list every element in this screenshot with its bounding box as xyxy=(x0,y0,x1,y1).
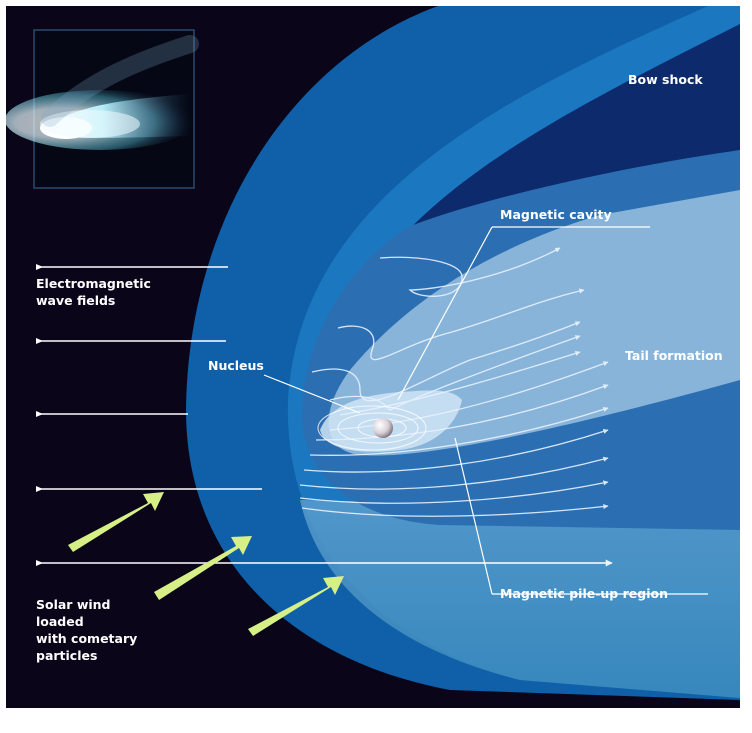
magnetic-cavity xyxy=(320,390,462,452)
label-em-wave-fields-line2: wave fields xyxy=(36,293,115,308)
label-solar-wind-line4: particles xyxy=(36,648,97,663)
label-em-wave-fields-line1: Electromagnetic xyxy=(36,276,151,291)
field-line-start-ticks xyxy=(36,264,43,566)
label-nucleus: Nucleus xyxy=(208,358,264,373)
tail-region xyxy=(328,190,740,456)
label-tail-formation: Tail formation xyxy=(625,348,723,363)
solar-wind-arrows xyxy=(68,492,344,636)
label-leaders xyxy=(263,226,708,595)
draped-field-lines xyxy=(299,247,609,517)
solar-wind-field-lines xyxy=(36,266,613,567)
label-bow-shock: Bow shock xyxy=(628,72,703,87)
lower-glow-region xyxy=(300,500,740,698)
label-solar-wind-line2: loaded xyxy=(36,614,84,629)
label-magnetic-cavity: Magnetic cavity xyxy=(500,207,612,222)
nucleus xyxy=(373,418,393,438)
comet-photo-icon xyxy=(6,29,199,189)
label-pileup-region: Magnetic pile-up region xyxy=(500,586,668,601)
label-solar-wind-line1: Solar wind xyxy=(36,597,111,612)
label-solar-wind-line3: with cometary xyxy=(36,631,137,646)
